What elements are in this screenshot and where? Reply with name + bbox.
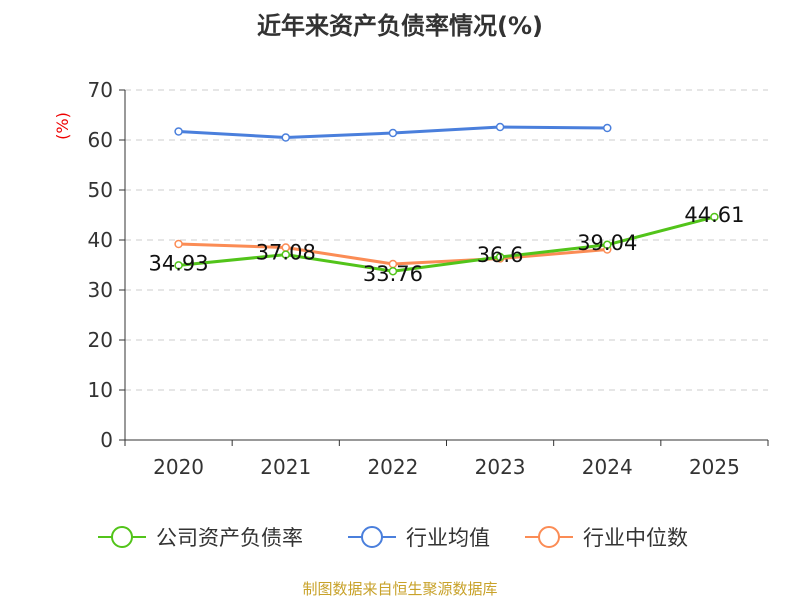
data-point: [603, 240, 612, 250]
source-note: 制图数据来自恒生聚源数据库: [302, 580, 498, 598]
legend-label: 行业中位数: [583, 526, 688, 550]
data-point: [174, 239, 183, 249]
data-point: [281, 250, 290, 259]
y-tick-label: 60: [88, 128, 113, 152]
y-tick-label: 70: [88, 78, 113, 102]
x-tick-label: 2023: [475, 455, 526, 479]
data-point: [710, 212, 719, 222]
x-tick-label: 2020: [153, 455, 204, 479]
data-label: 33.76: [363, 262, 423, 286]
x-tick-label: 2024: [582, 455, 633, 479]
y-tick-label: 10: [88, 378, 113, 402]
data-point: [495, 122, 505, 132]
data-point: [603, 123, 612, 133]
y-tick-label: 40: [88, 228, 113, 252]
data-point: [174, 261, 183, 270]
y-tick-label: 30: [88, 278, 113, 302]
y-tick-label: 50: [88, 178, 113, 202]
legend-label: 公司资产负债率: [156, 526, 303, 550]
data-label: 37.08: [256, 241, 316, 265]
y-tick-label: 20: [88, 328, 113, 352]
legend-marker: [361, 526, 383, 548]
x-tick-label: 2025: [689, 455, 740, 479]
data-point: [281, 133, 290, 142]
legend-label: 行业均值: [406, 526, 490, 550]
data-label: 44.61: [684, 203, 744, 227]
x-tick-label: 2022: [367, 455, 418, 479]
data-point: [388, 266, 398, 276]
chart-title: 近年来资产负债率情况(%): [257, 12, 543, 40]
data-label: 39.04: [577, 231, 637, 255]
data-label: 34.93: [149, 251, 209, 275]
legend-marker: [111, 526, 133, 548]
y-axis-label: (%): [53, 112, 72, 140]
data-label: 36.6: [477, 243, 524, 267]
data-point: [174, 127, 183, 136]
data-point: [388, 128, 398, 138]
series-line: [178, 215, 715, 273]
y-tick-label: 0: [100, 428, 113, 452]
legend-marker: [538, 526, 560, 548]
x-tick-label: 2021: [260, 455, 311, 479]
data-point: [495, 252, 505, 262]
